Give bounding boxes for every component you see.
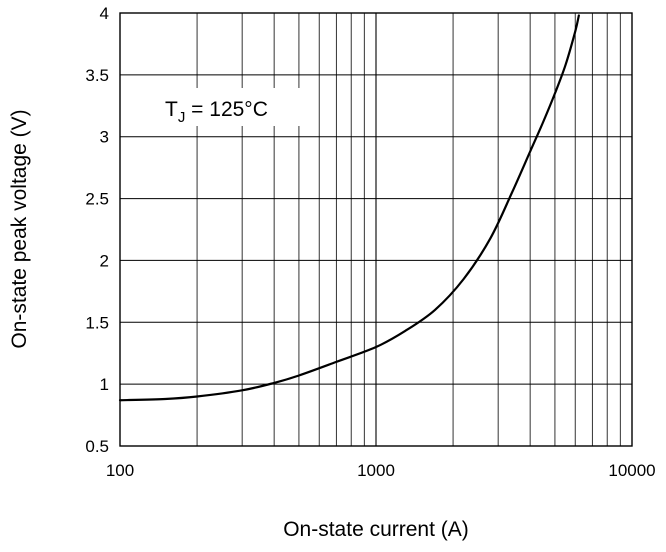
plot-area-frame bbox=[119, 12, 633, 447]
y-tick-label: 4 bbox=[100, 4, 109, 23]
y-tick-label: 2 bbox=[100, 251, 109, 270]
series-line bbox=[118, 14, 580, 402]
y-tick-labels: 0.5 1 1.5 2 2.5 3 3.5 4 bbox=[85, 4, 109, 456]
x-tick-label: 1000 bbox=[357, 461, 395, 480]
x-tick-label: 10000 bbox=[608, 461, 655, 480]
series-group bbox=[118, 14, 580, 402]
y-tick-label: 3 bbox=[100, 128, 109, 147]
minor-gridlines bbox=[196, 13, 621, 446]
x-tick-labels: 100 1000 10000 bbox=[106, 461, 656, 480]
annotation-subscript: J bbox=[178, 109, 186, 126]
major-gridlines bbox=[120, 13, 632, 446]
y-axis-title: On-state peak voltage (V) bbox=[8, 109, 31, 348]
x-tick-label: 100 bbox=[106, 461, 134, 480]
annotation-background bbox=[155, 88, 313, 126]
y-tick-label: 1.5 bbox=[85, 313, 109, 332]
annotation-text: TJ = 125°C bbox=[165, 98, 268, 126]
y-tick-label: 1 bbox=[100, 375, 109, 394]
y-tick-label: 0.5 bbox=[85, 437, 109, 456]
y-tick-label: 2.5 bbox=[85, 190, 109, 209]
temperature-annotation: TJ = 125°C bbox=[155, 88, 313, 126]
y-tick-label: 3.5 bbox=[85, 66, 109, 85]
x-axis-title: On-state current (A) bbox=[283, 518, 469, 541]
annotation-rest: = 125°C bbox=[185, 98, 268, 121]
annotation-base: T bbox=[165, 98, 178, 121]
